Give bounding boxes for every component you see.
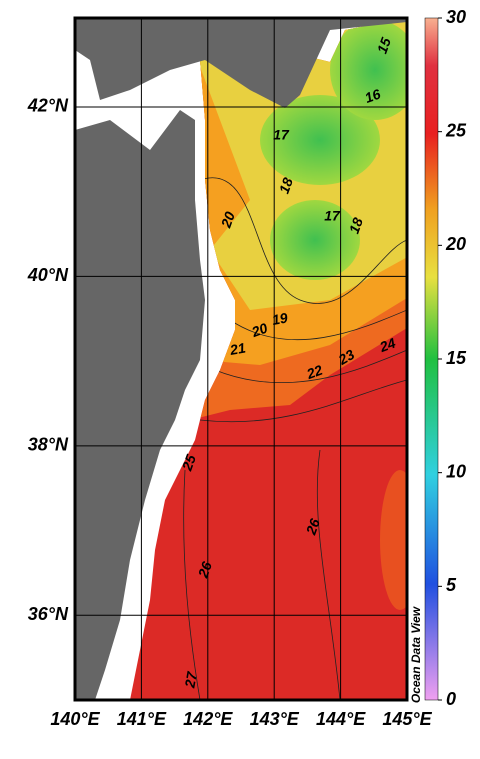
contour-label: 17 [324,208,341,224]
colorbar-tick-label: 20 [445,234,466,254]
lon-tick-label: 145°E [382,709,432,729]
contour-label: 23 [335,346,358,368]
colorbar-tick-label: 25 [445,120,467,140]
contour-label: 18 [346,215,366,235]
contour-label: 16 [363,86,383,106]
watermark: Ocean Data View [409,606,423,703]
contour-label: 27 [181,670,200,690]
contour-label: 15 [374,35,394,55]
colorbar-tick-label: 0 [446,689,456,709]
lon-tick-label: 144°E [316,709,366,729]
lon-tick-label: 141°E [117,709,167,729]
contour-label: 19 [271,309,289,327]
colorbar [424,17,439,701]
lat-tick-label: 38°N [28,435,69,455]
colorbar-tick-label: 10 [446,461,466,481]
contour-label: 26 [302,516,323,537]
map-frame [73,16,409,702]
contour-label: 20 [249,320,270,341]
colorbar-tick-label: 30 [446,7,466,27]
lon-tick-label: 143°E [250,709,300,729]
contour-label: 22 [304,362,325,383]
land-hokkaido [75,18,407,108]
colorbar-tick-label: 15 [446,348,467,368]
contour-label: 18 [276,175,296,195]
lat-tick-label: 42°N [27,96,69,116]
land-honshu [75,110,205,700]
contour-label: 21 [228,339,247,358]
contour-label: 24 [377,335,398,356]
contour-label: 25 [178,452,199,473]
lon-tick-label: 140°E [50,709,100,729]
lat-tick-label: 40°N [27,265,69,285]
lat-tick-label: 36°N [28,604,69,624]
contour-label: 17 [273,127,290,143]
contour-label: 20 [217,209,238,230]
lon-tick-label: 142°E [183,709,233,729]
colorbar-tick-label: 5 [446,575,457,595]
contour-label: 26 [194,559,215,580]
